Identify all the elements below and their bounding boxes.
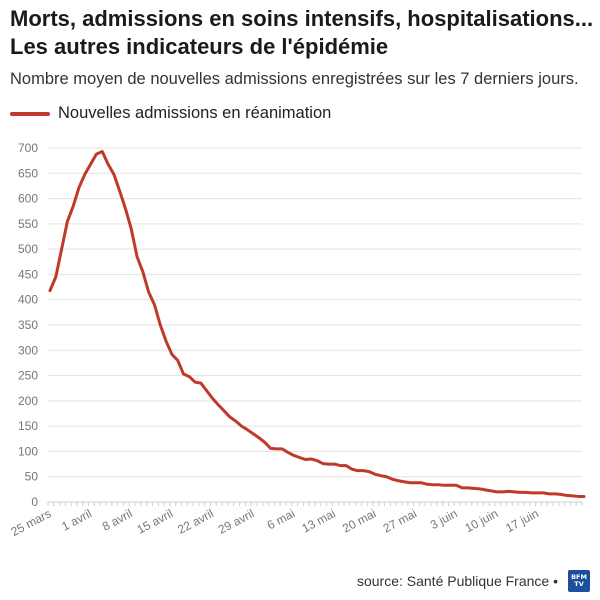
y-tick-label: 150 bbox=[18, 419, 38, 433]
x-tick-label: 22 avril bbox=[175, 506, 216, 537]
line-chart: 0 50 100 150 200 250 300 350 400 450 500 550 600 650 7… bbox=[9, 141, 586, 539]
y-tick-label: 300 bbox=[18, 343, 38, 357]
x-tick-label: 3 juin bbox=[428, 506, 460, 532]
legend-label: Nouvelles admissions en réanimation bbox=[58, 104, 332, 122]
chart-title: Morts, admissions en soins intensifs, ho… bbox=[10, 5, 595, 61]
legend-swatch bbox=[10, 111, 50, 116]
y-tick-label: 200 bbox=[18, 394, 38, 408]
x-tick-label: 25 mars bbox=[9, 506, 54, 539]
y-tick-label: 550 bbox=[18, 217, 38, 231]
chart-title-line-2: Les autres indicateurs de l'épidémie bbox=[10, 34, 389, 59]
x-tick-label: 13 mai bbox=[299, 506, 337, 535]
footer: source: Santé Publique France • BFM TV bbox=[357, 570, 590, 592]
series-line-nouvelles-admissions bbox=[48, 150, 586, 498]
chart-title-line-1: Morts, admissions en soins intensifs, ho… bbox=[10, 6, 594, 31]
y-tick-label: 50 bbox=[25, 470, 39, 484]
x-tick-label: 6 mai bbox=[265, 506, 297, 532]
x-tick-label: 17 juin bbox=[503, 506, 541, 535]
x-tick-label: 8 avril bbox=[100, 506, 135, 533]
y-tick-label: 450 bbox=[18, 267, 38, 281]
x-tick-label: 1 avril bbox=[59, 506, 94, 533]
x-tick-label: 29 avril bbox=[216, 506, 257, 537]
y-tick-label: 650 bbox=[18, 166, 38, 180]
y-tick-label: 600 bbox=[18, 192, 38, 206]
legend: Nouvelles admissions en réanimation bbox=[10, 104, 331, 123]
y-tick-label: 100 bbox=[18, 444, 38, 458]
y-tick-label: 500 bbox=[18, 242, 38, 256]
y-tick-label: 400 bbox=[18, 293, 38, 307]
y-tick-label: 250 bbox=[18, 369, 38, 383]
x-tick-label: 10 juin bbox=[463, 506, 501, 535]
x-tick-label: 27 mai bbox=[381, 506, 419, 535]
y-tick-label: 0 bbox=[31, 495, 38, 509]
x-tick-label: 20 mai bbox=[340, 506, 378, 535]
y-tick-label: 700 bbox=[18, 141, 38, 155]
source-label: source: Santé Publique France • bbox=[356, 573, 558, 589]
bfm-tv-logo: BFM TV bbox=[568, 570, 590, 592]
chart-subtitle: Nombre moyen de nouvelles admissions enr… bbox=[10, 70, 579, 88]
x-tick-label: 15 avril bbox=[135, 506, 176, 537]
y-tick-label: 350 bbox=[18, 318, 38, 332]
